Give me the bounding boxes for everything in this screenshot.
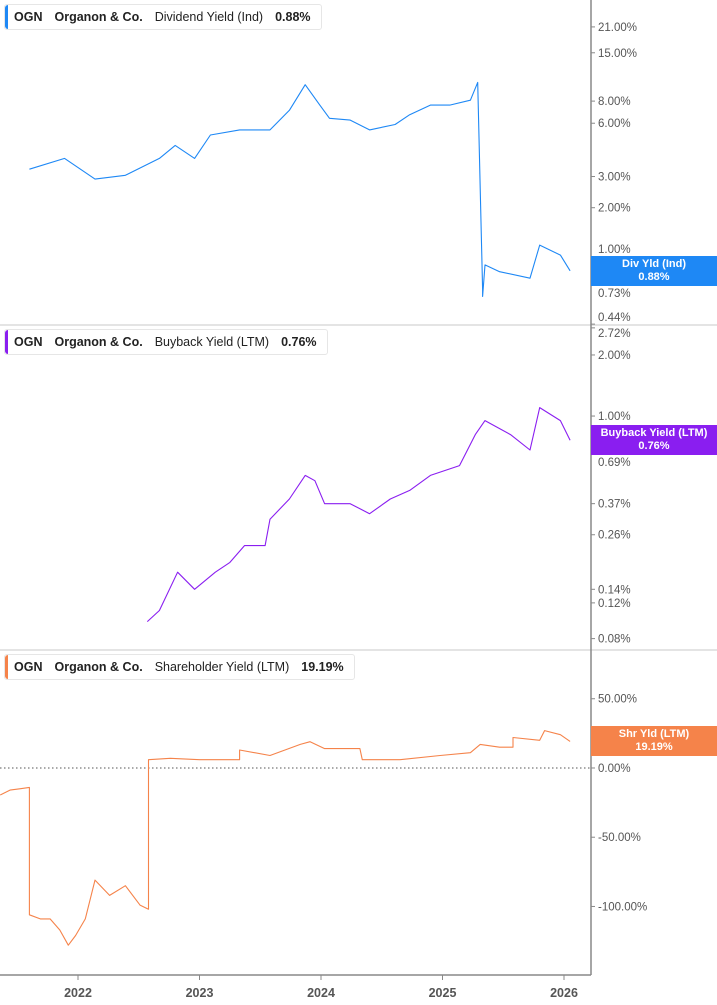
legend-metric: Shareholder Yield (LTM)	[154, 660, 290, 674]
current-value-badge-dividend: Div Yld (Ind) 0.88%	[591, 255, 717, 286]
legend-color-stripe	[5, 5, 8, 29]
legend-company: Organon & Co.	[54, 335, 143, 349]
y-tick-label: 21.00%	[598, 22, 637, 34]
legend-ticker: OGN	[14, 10, 43, 24]
x-tick-label: 2024	[307, 986, 335, 1000]
x-tick-label: 2023	[186, 986, 214, 1000]
legend-company: Organon & Co.	[54, 660, 143, 674]
y-tick-label: 0.26%	[598, 530, 631, 542]
y-tick-label: 0.44%	[598, 312, 631, 324]
y-tick-label: 0.73%	[598, 288, 631, 300]
y-tick-label: 2.72%	[598, 328, 631, 340]
legend-dividend-yield: OGN Organon & Co. Dividend Yield (Ind) 0…	[4, 4, 322, 30]
legend-company: Organon & Co.	[54, 10, 143, 24]
y-tick-label: 8.00%	[598, 96, 631, 108]
current-value-badge-shareholder: Shr Yld (LTM) 19.19%	[591, 726, 717, 757]
y-tick-label: 0.69%	[598, 457, 631, 469]
current-value-badge-buyback: Buyback Yield (LTM) 0.76%	[591, 425, 717, 456]
y-tick-label: 6.00%	[598, 118, 631, 130]
legend-value: 19.19%	[301, 660, 344, 674]
legend-ticker: OGN	[14, 335, 43, 349]
y-tick-label: 0.08%	[598, 634, 631, 646]
legend-buyback-yield: OGN Organon & Co. Buyback Yield (LTM) 0.…	[4, 329, 328, 355]
legend-shareholder-yield: OGN Organon & Co. Shareholder Yield (LTM…	[4, 654, 355, 680]
badge-value: 0.88%	[638, 270, 670, 283]
badge-label: Div Yld (Ind)	[622, 257, 686, 270]
series-line-0	[29, 81, 571, 298]
y-tick-label: -50.00%	[598, 832, 641, 844]
x-tick-label: 2026	[550, 986, 578, 1000]
legend-metric: Dividend Yield (Ind)	[154, 10, 264, 24]
y-tick-label: 0.12%	[598, 598, 631, 610]
y-tick-label: -100.00%	[598, 901, 647, 913]
y-tick-label: 0.14%	[598, 584, 631, 596]
y-tick-label: 2.00%	[598, 203, 631, 215]
y-tick-label: 1.00%	[598, 244, 631, 256]
badge-label: Buyback Yield (LTM)	[600, 427, 708, 440]
y-tick-label: 1.00%	[598, 411, 631, 423]
y-tick-label: 0.37%	[598, 499, 631, 511]
x-tick-label: 2025	[429, 986, 457, 1000]
x-tick-label: 2022	[64, 986, 92, 1000]
badge-value: 0.76%	[638, 440, 670, 453]
y-tick-label: 3.00%	[598, 172, 631, 184]
y-tick-label: 2.00%	[598, 350, 631, 362]
legend-metric: Buyback Yield (LTM)	[154, 335, 270, 349]
badge-value: 19.19%	[635, 741, 673, 754]
series-line-1	[146, 407, 571, 623]
y-tick-label: 50.00%	[598, 694, 637, 706]
y-tick-label: 15.00%	[598, 48, 637, 60]
legend-ticker: OGN	[14, 660, 43, 674]
badge-label: Shr Yld (LTM)	[618, 728, 690, 741]
legend-value: 0.76%	[281, 335, 317, 349]
series-line-2	[0, 730, 571, 946]
legend-color-stripe	[5, 655, 8, 679]
legend-value: 0.88%	[275, 10, 311, 24]
legend-color-stripe	[5, 330, 8, 354]
y-tick-label: 0.00%	[598, 763, 631, 775]
